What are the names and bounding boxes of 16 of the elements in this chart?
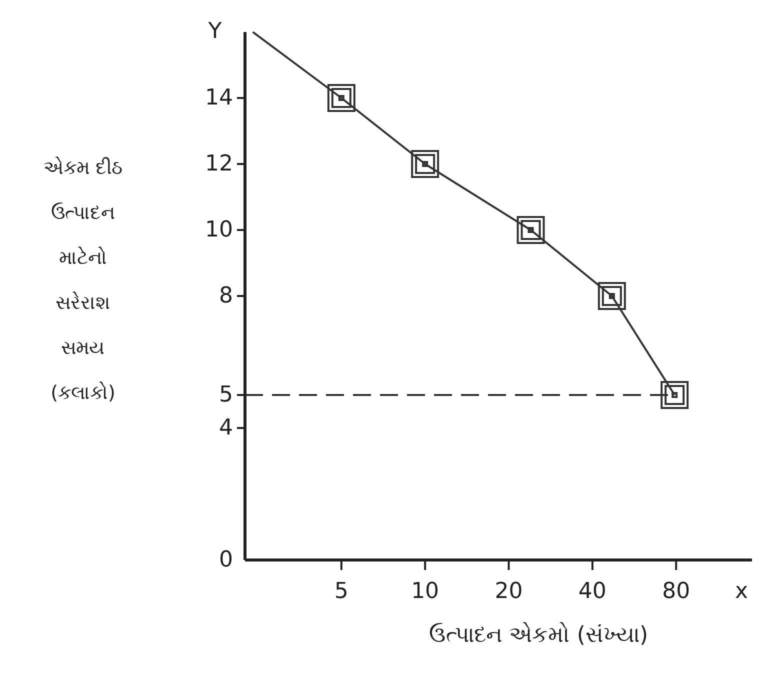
x-tick-label: 20 bbox=[494, 579, 523, 604]
x-tick-label: 10 bbox=[411, 579, 440, 604]
y-tick-label: 12 bbox=[205, 152, 233, 176]
x-axis-title: ઉત્પાદન એકમો (સંખ્યા) bbox=[428, 622, 648, 648]
x-tick-label: 80 bbox=[662, 579, 690, 604]
y-tick-label: 8 bbox=[219, 284, 233, 308]
y-tick-label: 5 bbox=[219, 382, 233, 408]
text: Y bbox=[207, 19, 222, 44]
y-tick-label: 0 bbox=[219, 548, 233, 572]
y-tick-label: 4 bbox=[219, 416, 233, 440]
y-tick-label: 14 bbox=[205, 86, 233, 110]
text: x bbox=[734, 579, 748, 604]
y-tick-label: 10 bbox=[205, 218, 233, 242]
x-tick-label: 40 bbox=[578, 579, 606, 604]
x-tick-label: 5 bbox=[334, 579, 348, 604]
text: એકમ દીઠ ઉત્પાદન માટેનો સરેરાશ સમય (કલાકો) bbox=[43, 157, 123, 404]
